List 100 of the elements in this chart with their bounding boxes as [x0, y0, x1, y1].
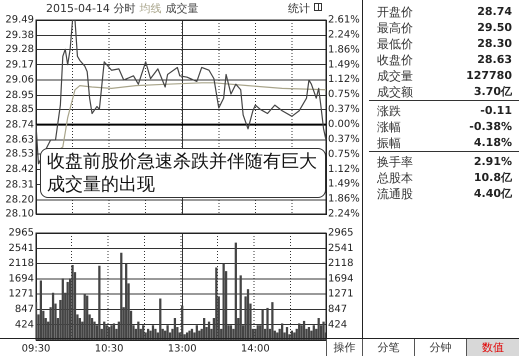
chart-title: 2015-04-14 分时 [46, 2, 136, 15]
text: 28.63 [477, 53, 512, 66]
bar [298, 323, 300, 340]
y2-tick-label: 0.75% [328, 148, 360, 160]
text: 数值 [466, 339, 519, 356]
bar [256, 325, 259, 340]
y-tick-label: 29.28 [5, 44, 34, 55]
y-tick-label: 29.49 [5, 14, 34, 26]
annotation: 收盘前股价急速杀跌并伴随有巨大成交量的出现 [47, 151, 317, 195]
y-tick-label: 2965 [8, 228, 34, 239]
bar [196, 325, 198, 340]
bar [142, 325, 144, 340]
bar [262, 310, 264, 340]
x-tick-label: 13:00 [168, 344, 197, 355]
category-label: 总股本 [377, 171, 413, 185]
category-label: 成交额 [377, 85, 413, 99]
x-tick-label: 14:00 [240, 344, 270, 355]
y2-tick-label: 2965 [328, 228, 354, 239]
y2-tick-label: 1.12% [328, 164, 360, 175]
y2-tick-label: 0.37% [328, 104, 360, 116]
y2-tick-label: 1.12% [328, 74, 360, 86]
y2-tick-label: 1.49% [328, 59, 360, 70]
y2-tick-label: 1.86% [328, 44, 360, 56]
y2-tick-label: 1694 [328, 273, 354, 284]
y-tick-label: 2541 [8, 242, 34, 254]
y-tick-label: 424 [14, 319, 34, 330]
bar [318, 318, 320, 340]
y-tick-label: 29.38 [5, 30, 34, 41]
category-label: 换手率 [377, 155, 413, 169]
y-tick-label: 28.63 [5, 134, 34, 146]
y-tick-label: 29.06 [5, 74, 34, 86]
text: 分钟 [414, 339, 466, 356]
y-tick-label: 28.42 [5, 164, 34, 175]
y2-tick-label: 0.75% [328, 88, 360, 100]
x-tick-label: 09:30 [22, 344, 50, 355]
bar [254, 328, 256, 340]
text: -0.38% [469, 120, 512, 133]
y-tick-label: 28.95 [5, 90, 34, 101]
text: 28.30 [477, 37, 512, 50]
category-label: 收盘价 [377, 53, 413, 67]
category-label: 流通股 [377, 187, 413, 201]
bar [78, 318, 81, 340]
text: 4.18% [474, 136, 512, 149]
text: 统计 [288, 1, 310, 17]
y2-tick-label: 1271 [328, 288, 354, 300]
callout-box: 收盘前股价急速杀跌并伴随有巨大成交量的出现 [40, 148, 326, 198]
y2-tick-label: 2118 [328, 258, 354, 270]
category-label: 最低价 [377, 37, 413, 51]
y2-tick-label: 424 [328, 319, 348, 330]
y-tick-label: 2118 [8, 258, 34, 270]
bar [40, 280, 42, 340]
text: 操作 [326, 339, 362, 356]
bar [159, 298, 162, 340]
text: 成交量 [165, 2, 198, 15]
y2-tick-label: 2.24% [328, 208, 360, 220]
x-tick-label: 10:30 [94, 344, 124, 355]
bar [98, 266, 100, 340]
text: 28.74 [477, 5, 512, 18]
bar [103, 322, 106, 340]
bar [125, 264, 128, 340]
text: 127780 [466, 69, 512, 82]
bar [222, 264, 225, 340]
bar [62, 278, 64, 340]
bar [312, 325, 315, 340]
y-tick-label: 28.85 [5, 104, 34, 115]
text: 10.8亿 [474, 171, 512, 184]
category-label: 涨跌 [377, 104, 401, 118]
bar [203, 318, 206, 340]
category-label: 最高价 [377, 21, 413, 35]
y2-tick-label: 0.37% [328, 134, 360, 145]
y-tick-label: 28.20 [5, 194, 34, 206]
bar [215, 267, 218, 340]
y-tick-label: 28.74 [5, 119, 34, 130]
y-tick-label: 28.10 [5, 208, 34, 220]
bar [86, 296, 88, 340]
category-label: 成交量 [377, 69, 413, 83]
y-tick-label: 28.53 [5, 148, 34, 160]
text: 4.40亿 [474, 187, 512, 200]
bar [281, 323, 284, 340]
y2-tick-label: 1.49% [328, 178, 360, 190]
bar [234, 242, 237, 340]
y2-tick-label: 2541 [328, 242, 354, 254]
text: 分笔 [362, 339, 414, 356]
text: 29.50 [477, 21, 512, 34]
y-tick-label: 1694 [8, 273, 34, 284]
y-tick-label: 29.17 [5, 59, 34, 70]
text: 3.70亿 [474, 85, 512, 98]
bar [84, 294, 86, 340]
y-tick-label: 28.31 [5, 179, 34, 190]
text: 均线 [139, 2, 162, 15]
bar [181, 306, 184, 340]
y-tick-label: 847 [14, 304, 34, 316]
y-tick-label: 1271 [8, 288, 34, 300]
bar [120, 252, 122, 340]
bar [137, 322, 140, 340]
bar [106, 325, 108, 340]
text: -0.11 [480, 104, 512, 117]
bar [240, 275, 242, 340]
y2-tick-label: 847 [328, 304, 348, 316]
y2-tick-label: 0.00% [328, 118, 360, 130]
